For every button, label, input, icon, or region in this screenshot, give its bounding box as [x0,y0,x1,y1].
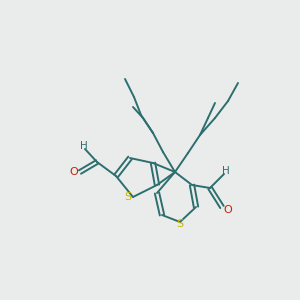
Text: O: O [224,205,232,215]
Text: S: S [176,219,184,229]
Text: O: O [70,167,78,177]
Text: H: H [80,141,88,151]
Text: S: S [124,192,132,202]
Text: H: H [222,166,230,176]
